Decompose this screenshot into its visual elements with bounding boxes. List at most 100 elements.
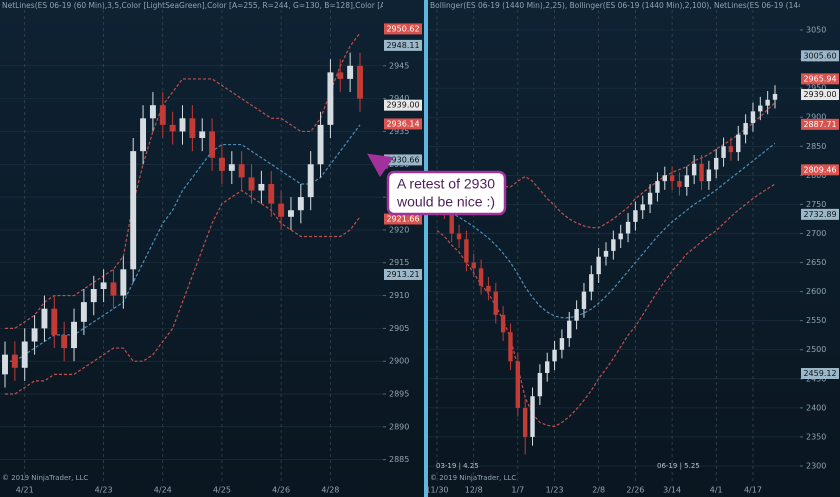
price-label-box [384,213,422,225]
price-label: 2948.11 [386,41,419,50]
candle-body [669,175,675,182]
x-tick-label: 11/30 [425,486,448,495]
callout: A retest of 2930 would be nice :) [367,153,507,216]
price-label-box [384,99,422,111]
candle-body [31,328,38,342]
chart-panel: NetLines(ES 06-19 (60 Min),3,5,Color [Li… [0,1,458,482]
candle-body [530,396,535,437]
price-label: 2965.94 [803,74,836,83]
candle-body [662,175,667,182]
candle-body [721,146,726,158]
candle-body [179,118,186,132]
contract-note: 03-19 | 4.25 [436,462,479,470]
candle-body [486,285,491,292]
price-label: 2950.62 [386,24,419,33]
panel-separator [424,0,428,497]
footer: © 2019 NinjaTrader, LLC [2,474,88,482]
candle-body [765,99,770,106]
price-label-box [801,73,839,85]
chart-title: NetLines(ES 06-19 (60 Min),3,5,Color [Li… [2,1,458,10]
candle-body [515,361,521,408]
y-tick-label: 2400 [806,403,826,412]
y-tick-label: 2890 [389,422,409,431]
y-tick-label: 2650 [806,258,826,267]
candle-body [500,314,506,333]
y-tick-label: 2700 [806,229,826,238]
footer: © 2019 NinjaTrader, LLC [430,474,516,482]
candle-body [209,131,216,158]
candle-body [307,164,314,198]
x-tick-label: 2/26 [626,486,644,495]
x-tick-label: 4/26 [272,486,290,495]
price-label: 2930.66 [386,155,419,164]
candle-body [2,354,8,375]
price-label-box [384,118,422,130]
candle-body [522,407,528,437]
candle-body [449,210,454,234]
x-tick-label: 4/17 [744,486,762,495]
price-label: 2939.00 [803,90,836,99]
candle-body [478,268,484,286]
candle-body [537,372,543,397]
candle-body [772,93,778,100]
band-line [5,32,361,329]
price-label-box [801,118,839,130]
chart-title: Bollinger(ES 06-19 (1440 Min),2,25), Bol… [430,1,840,10]
y-tick-label: 2915 [389,258,409,267]
price-label-box [384,39,422,51]
candle-body [736,134,741,153]
candle-body [189,118,196,139]
x-tick-label: 4/21 [16,486,34,495]
candle-body [130,151,137,270]
candle-body [545,361,550,373]
y-tick-label: 2900 [806,113,826,122]
candle-body [337,72,344,79]
candle-body [199,131,206,139]
price-label-box [801,89,839,101]
candle-body [611,239,616,251]
price-label-box [384,154,422,166]
candle-body [743,123,748,135]
price-label: 2459.12 [803,369,836,378]
x-tick-label: 4/1 [710,486,723,495]
y-tick-label: 2945 [389,61,409,70]
x-tick-label: 4/28 [321,486,339,495]
y-tick-label: 2895 [389,390,409,399]
y-tick-label: 2905 [389,324,409,333]
candle-body [581,291,587,310]
price-label: 2921.66 [386,215,419,224]
candle-body [41,308,48,329]
price-label-box [801,208,839,220]
candle-body [297,197,304,211]
candle-body [691,163,697,176]
price-label-box [801,368,839,380]
candle-body [110,282,117,296]
candle-body [655,181,660,193]
x-tick-label: 1/23 [546,486,564,495]
band-line [436,183,776,428]
candle-body [120,269,127,296]
candle-body [268,183,275,204]
candle-body [159,105,166,125]
candle-body [567,320,572,339]
price-label-box [801,50,839,62]
candle-body [80,302,87,322]
candle-body [278,203,285,217]
x-tick-label: 12/8 [465,486,483,495]
candle-body [61,334,68,349]
candle-body [317,124,324,165]
y-tick-label: 2900 [389,357,409,366]
candle-body [357,65,363,99]
candle-body [100,282,107,289]
y-tick-label: 2550 [806,316,826,325]
price-label: 2913.21 [386,270,419,279]
candle-body [758,105,763,112]
candle-body [347,65,354,79]
candle-body [714,157,719,170]
candle-body [684,175,690,187]
price-label: 2809.46 [803,165,836,174]
candle-body [625,221,631,234]
callout-arrow [367,153,394,178]
price-label-box [384,268,422,280]
